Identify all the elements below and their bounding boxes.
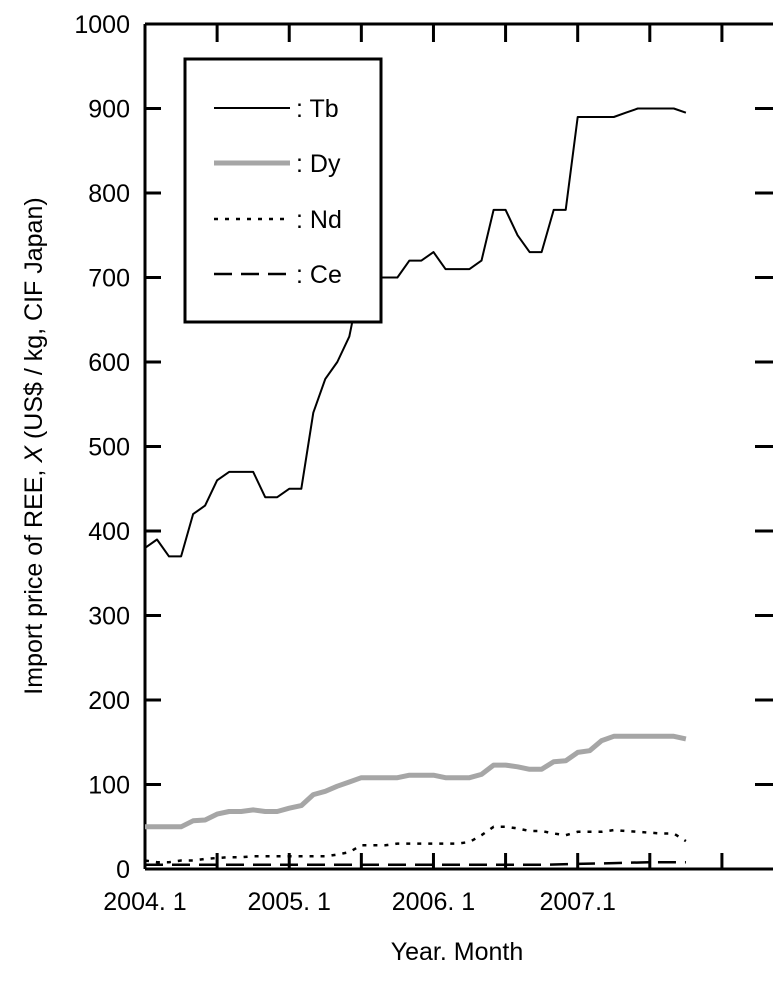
x-tick-label: 2004. 1 [103, 888, 186, 916]
y-tick-label: 600 [88, 349, 130, 377]
y-axis-title: Import price of REE, X (US$ / kg, CIF Ja… [20, 197, 48, 694]
y-tick-label: 1000 [74, 11, 130, 39]
legend: : Tb : Dy : Nd : Ce [183, 57, 383, 324]
x-tick-label: 2007.1 [539, 888, 615, 916]
y-tick-label: 800 [88, 180, 130, 208]
series-line-dy [145, 733, 687, 830]
x-axis-title: Year. Month [391, 938, 524, 966]
legend-label-nd: : Nd [296, 206, 342, 234]
series-line-ce [145, 860, 686, 867]
legend-label-dy: : Dy [296, 150, 341, 178]
y-tick-label: 900 [88, 96, 130, 124]
y-tick-label: 100 [88, 772, 130, 800]
y-tick-label: 300 [88, 603, 130, 631]
y-tick-label: 0 [116, 856, 130, 884]
x-tick-label: 2005. 1 [248, 888, 331, 916]
series-layer [144, 107, 687, 867]
x-tick-label: 2006. 1 [392, 888, 475, 916]
y-tick-label: 700 [88, 265, 130, 293]
legend-label-tb: : Tb [296, 95, 339, 123]
y-tick-label: 400 [88, 518, 130, 546]
legend-label-ce: : Ce [296, 261, 342, 289]
series-line-tb [144, 107, 687, 558]
series-line-nd [144, 825, 687, 864]
y-tick-label: 200 [88, 687, 130, 715]
y-tick-label: 500 [88, 434, 130, 462]
legend-box [183, 57, 383, 324]
axes: 0 100 200 300 400 500 600 700 800 900 1000 2004. 1 2… [74, 11, 773, 916]
